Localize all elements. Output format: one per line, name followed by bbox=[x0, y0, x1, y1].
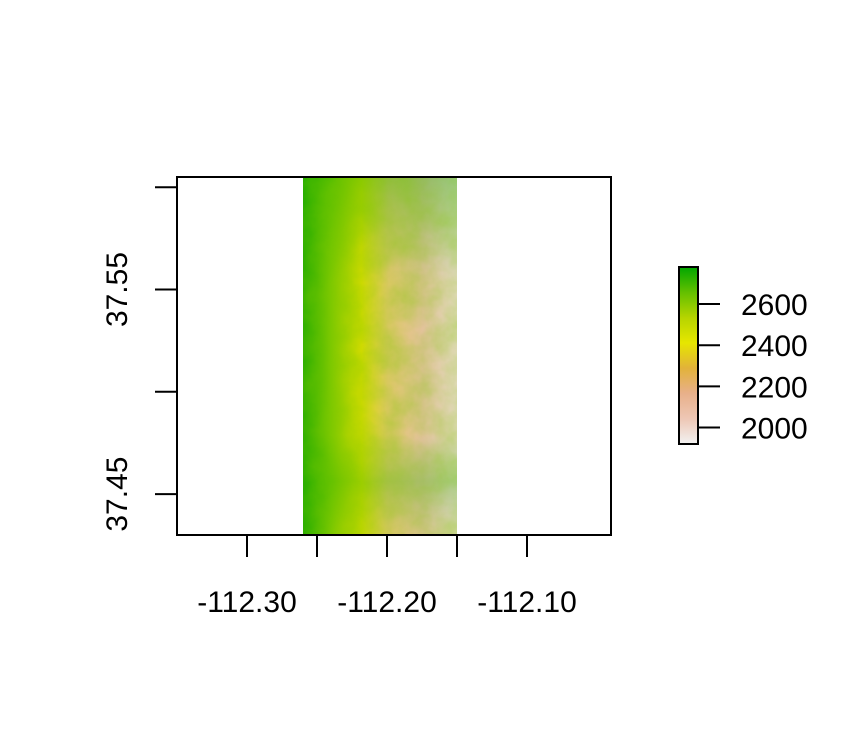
legend-tick-label: 2200 bbox=[741, 371, 808, 404]
x-tick-label: -112.10 bbox=[477, 586, 577, 619]
y-tick-label: 37.55 bbox=[101, 252, 134, 327]
x-tick-label: -112.30 bbox=[197, 586, 297, 619]
raster-terrain-texture bbox=[303, 177, 457, 535]
elevation-raster bbox=[303, 177, 457, 535]
color-legend: 2600 2400 2200 2000 bbox=[678, 266, 808, 446]
y-axis: 37.55 37.45 bbox=[101, 186, 178, 532]
legend-tick-label: 2600 bbox=[741, 289, 808, 322]
legend-ticks: 2600 2400 2200 2000 bbox=[698, 289, 808, 446]
legend-tick-label: 2000 bbox=[741, 413, 808, 446]
x-axis: -112.30 -112.20 -112.10 bbox=[197, 534, 577, 619]
legend-tick-label: 2400 bbox=[741, 330, 808, 363]
y-tick-label: 37.45 bbox=[101, 457, 134, 532]
x-tick-label: -112.20 bbox=[337, 586, 437, 619]
legend-color-bar bbox=[678, 266, 699, 445]
